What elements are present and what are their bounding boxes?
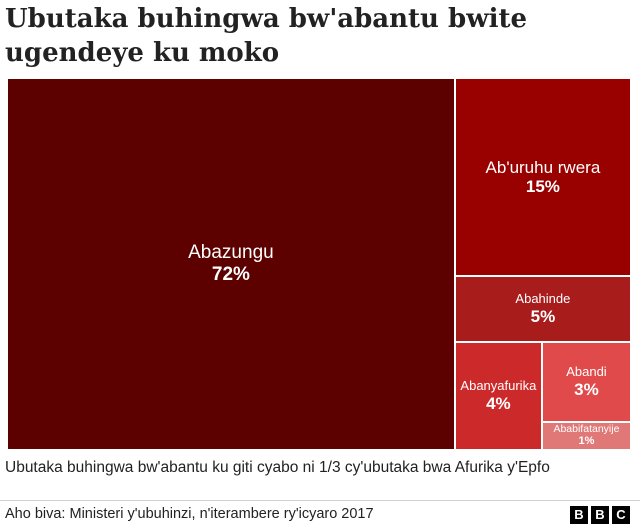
chart-title: Ubutaka buhingwa bw'abantu bwite ugendey… <box>5 4 528 68</box>
tile-label: Abazungu <box>188 242 274 264</box>
treemap-tile: Ababifatanyije 1% <box>542 422 630 449</box>
tile-value: 3% <box>574 379 599 399</box>
bbc-logo: B B C <box>570 506 630 524</box>
footer: Aho biva: Ministeri y'ubuhinzi, n'iteram… <box>0 500 640 530</box>
tile-value: 72% <box>211 264 250 285</box>
logo-letter: C <box>612 506 630 524</box>
tile-value: 5% <box>530 306 556 326</box>
treemap-tile: Abahinde 5% <box>455 277 630 344</box>
tile-label: Ab'uruhu rwera <box>485 157 601 177</box>
treemap: Abazungu 72% Ab'uruhu rwera 15% Abahinde 5% Ab… <box>8 79 630 449</box>
tile-label: Ababifatanyije <box>553 423 620 436</box>
tile-value: 1% <box>578 435 595 448</box>
logo-letter: B <box>570 506 588 524</box>
source-text: Aho biva: Ministeri y'ubuhinzi, n'iteram… <box>5 506 374 522</box>
tile-label: Abanyafurika <box>460 377 537 393</box>
logo-letter: B <box>591 506 609 524</box>
tile-value: 4% <box>486 393 511 413</box>
treemap-tile: Abazungu 72% <box>8 79 456 449</box>
chart-note: Ubutaka buhingwa bw'abantu ku giti cyabo… <box>5 459 550 476</box>
tile-label: Abandi <box>566 363 607 379</box>
treemap-tile: Abanyafurika 4% <box>455 343 543 449</box>
tile-value: 15% <box>525 177 560 197</box>
treemap-tile: Abandi 3% <box>542 343 630 423</box>
treemap-tile: Ab'uruhu rwera 15% <box>455 79 630 278</box>
tile-label: Abahinde <box>515 290 571 306</box>
